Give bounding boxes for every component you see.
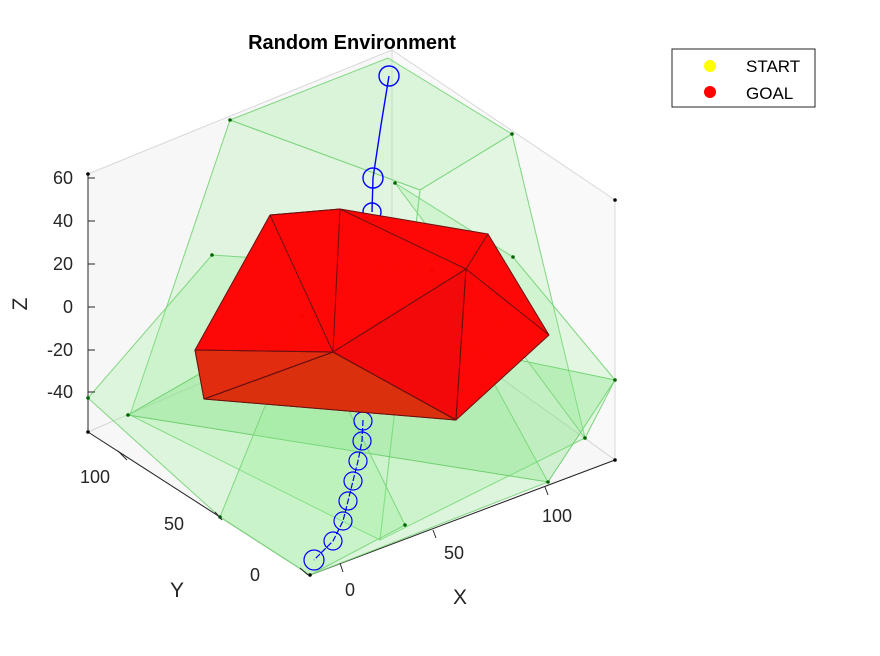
x-tick-label: 50	[444, 543, 464, 563]
env-vertex	[228, 118, 232, 122]
env-vertex	[393, 181, 397, 185]
obstacle-edge	[194, 349, 334, 353]
box-corner	[613, 198, 617, 202]
path-node	[348, 451, 368, 471]
axis-x-line	[309, 459, 616, 576]
path-node	[338, 491, 358, 511]
chart-title: Random Environment	[248, 32, 456, 54]
z-axis: 60 40 20 0 -20 -40 Z	[9, 168, 95, 402]
z-axis-label: Z	[9, 297, 32, 310]
box-corner	[613, 458, 617, 462]
obstacle-edge	[455, 268, 467, 421]
path-node	[323, 531, 343, 551]
y-tick-mark	[299, 567, 309, 576]
env-vertex	[510, 132, 514, 136]
legend-label-goal: GOAL	[746, 84, 793, 103]
path-node	[303, 549, 325, 571]
x-tick-mark	[544, 486, 549, 496]
obstacle-edge	[269, 208, 341, 216]
z-tick-label: 0	[63, 297, 73, 317]
legend: START GOAL	[671, 48, 816, 108]
env-vertex	[546, 480, 550, 484]
obstacle-edge	[339, 208, 467, 270]
z-tick-label: 60	[53, 168, 73, 188]
legend-marker-start	[704, 60, 716, 72]
y-axis-label: Y	[170, 579, 184, 602]
env-vertex	[126, 413, 130, 417]
env-vertex	[86, 396, 90, 400]
x-axis: 0 50 100 X	[339, 486, 572, 609]
x-tick-label: 100	[542, 506, 572, 526]
obstacle-polyhedron	[194, 208, 550, 421]
env-vertex	[613, 378, 617, 382]
env-vertex	[511, 255, 515, 259]
env-vertex	[583, 436, 587, 440]
y-tick-label: 100	[80, 467, 110, 487]
x-tick-mark	[432, 529, 437, 539]
obstacle-edge	[465, 233, 489, 270]
y-tick-mark	[117, 450, 128, 461]
y-tick-mark	[214, 511, 223, 521]
path-upper	[362, 65, 400, 222]
legend-box	[671, 48, 816, 108]
z-tick-label: 40	[53, 211, 73, 231]
path-node	[333, 511, 353, 531]
path-node	[352, 431, 372, 451]
env-vertex	[210, 253, 214, 257]
z-tick-label: 20	[53, 254, 73, 274]
obstacle-edge	[269, 214, 334, 353]
box-corner	[86, 430, 90, 434]
obstacle-edge	[203, 351, 334, 400]
obstacle-edge	[332, 208, 341, 353]
path-node	[343, 471, 363, 491]
y-tick-label: 50	[164, 514, 184, 534]
x-tick-mark	[339, 562, 344, 573]
z-tick-label: -20	[47, 340, 73, 360]
legend-label-start: START	[746, 57, 800, 76]
obstacle-edge	[465, 268, 550, 336]
box-corner	[86, 172, 90, 176]
box-corner	[308, 573, 312, 577]
x-tick-label: 0	[345, 580, 355, 600]
path-line-lower	[313, 419, 364, 561]
y-axis: 100 50 0 Y	[80, 450, 309, 602]
z-tick-label: -40	[47, 382, 73, 402]
obstacle-edge	[332, 351, 457, 421]
obstacle-edge	[332, 268, 467, 353]
path-node	[362, 167, 384, 189]
x-axis-label: X	[453, 586, 467, 609]
path-line-upper	[371, 75, 390, 213]
path-node	[378, 65, 400, 87]
legend-marker-goal	[704, 86, 716, 98]
y-tick-label: 0	[250, 565, 260, 585]
env-vertex	[403, 523, 407, 527]
path-lower	[303, 411, 373, 571]
